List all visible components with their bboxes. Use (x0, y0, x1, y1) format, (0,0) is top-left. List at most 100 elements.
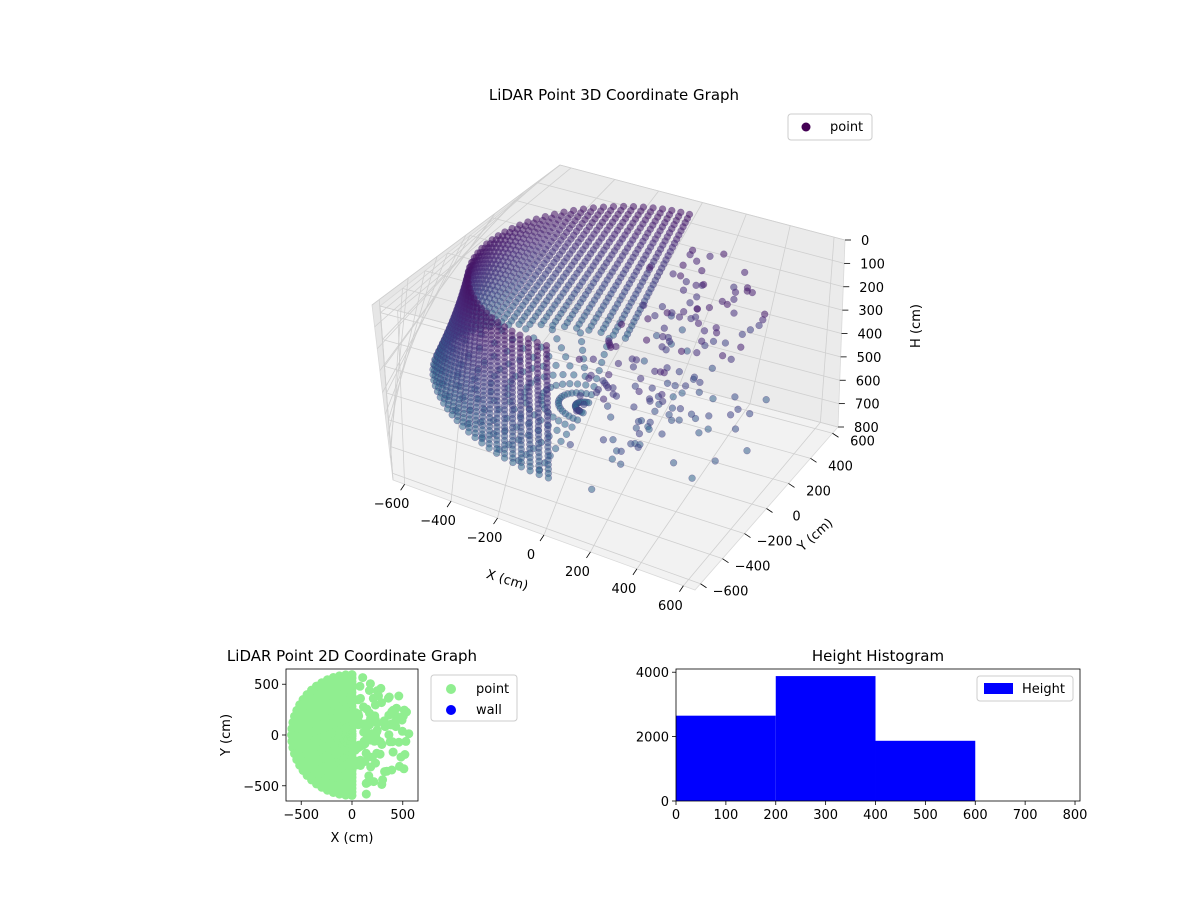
x-tick-label: 0 (672, 808, 680, 823)
point-marker (548, 326, 556, 334)
point-marker (551, 445, 560, 453)
point-marker (400, 750, 410, 759)
x-tick-label: 700 (1013, 808, 1038, 823)
point-marker (676, 272, 685, 280)
point-marker (359, 702, 368, 712)
point-marker (681, 382, 690, 390)
point-marker (573, 324, 581, 332)
point-marker (695, 388, 703, 396)
legend-marker-point (801, 122, 811, 132)
point-marker (632, 424, 640, 432)
tick-label: 400 (612, 582, 637, 597)
point-marker (651, 407, 659, 415)
tick-label: 300 (858, 304, 883, 319)
histogram-bar (775, 676, 876, 801)
point-marker (370, 700, 380, 710)
point-marker (646, 397, 654, 405)
tick-label: 600 (856, 374, 881, 389)
point-marker (360, 757, 370, 766)
point-marker (665, 337, 674, 346)
point-marker (688, 246, 697, 254)
tick-mark (446, 500, 452, 508)
histogram-bars (676, 676, 976, 801)
point-marker (629, 363, 638, 371)
x-tick-label: 400 (863, 808, 888, 823)
point-marker (478, 439, 486, 447)
point-marker (755, 321, 763, 330)
chart-3d-title: LiDAR Point 3D Coordinate Graph (489, 86, 739, 104)
histogram-bar (676, 715, 776, 801)
point-marker (723, 300, 731, 309)
point-marker (659, 397, 667, 406)
histogram-bar (875, 740, 976, 801)
point-marker (631, 382, 639, 390)
histogram-legend: Height (976, 675, 1074, 702)
point-marker (562, 353, 570, 361)
point-marker (361, 789, 371, 799)
point-marker (609, 390, 617, 398)
tick-label: −400 (420, 514, 456, 529)
tick-label: 500 (857, 351, 882, 366)
tick-mark (586, 551, 591, 559)
legend-label-wall: wall (476, 703, 502, 718)
point-marker (730, 295, 738, 304)
point-marker (645, 425, 653, 433)
point-marker (402, 707, 411, 717)
x-tick-label: 200 (763, 808, 788, 823)
point-marker (644, 315, 652, 323)
gridline (389, 288, 403, 459)
point-marker (598, 358, 606, 367)
point-marker (705, 412, 713, 420)
tick-label: 200 (806, 484, 831, 499)
point-marker (621, 334, 630, 342)
tick-mark (632, 568, 638, 576)
chart-2d-legend: point wall (430, 674, 518, 722)
point-marker (394, 737, 404, 747)
tick-label: −600 (374, 497, 410, 512)
point-marker (384, 730, 394, 740)
y-tick-label: 2000 (636, 731, 669, 746)
point-marker (627, 440, 635, 448)
point-marker (577, 338, 586, 346)
point-marker (537, 321, 545, 329)
tick-label: −600 (713, 585, 749, 600)
point-marker (693, 293, 701, 301)
histogram-frame (675, 668, 1081, 802)
point-marker (364, 771, 374, 781)
point-marker (378, 775, 388, 785)
tick-label: 800 (854, 421, 879, 436)
point-marker (347, 790, 357, 800)
point-marker (570, 371, 578, 379)
point-marker (669, 393, 677, 401)
point-marker (678, 389, 686, 397)
point-marker (640, 357, 648, 365)
point-marker (734, 405, 742, 413)
chart-2d-xlabel: X (cm) (331, 831, 374, 846)
point-marker (720, 250, 728, 258)
chart-3d-zlabel: H (cm) (909, 304, 924, 348)
point-marker (761, 310, 769, 318)
point-marker (589, 355, 597, 363)
point-marker (597, 328, 605, 337)
point-marker (600, 350, 608, 359)
point-marker (746, 410, 754, 418)
point-marker (617, 460, 625, 468)
point-marker (708, 364, 716, 372)
point-marker (731, 425, 740, 433)
tick-label: 200 (859, 281, 884, 296)
point-marker (680, 308, 688, 316)
point-marker (743, 287, 751, 295)
point-marker (568, 423, 576, 431)
point-marker (549, 371, 557, 379)
tick-mark (679, 585, 684, 592)
point-marker (663, 379, 672, 387)
point-marker (558, 380, 567, 388)
tick-mark (400, 484, 405, 491)
point-marker (573, 416, 582, 424)
point-marker (592, 375, 601, 383)
point-marker (365, 679, 375, 689)
point-marker (592, 388, 601, 397)
point-marker (559, 371, 567, 379)
y-tick-label: 4000 (636, 666, 669, 681)
x-tick-label: 500 (390, 808, 415, 823)
